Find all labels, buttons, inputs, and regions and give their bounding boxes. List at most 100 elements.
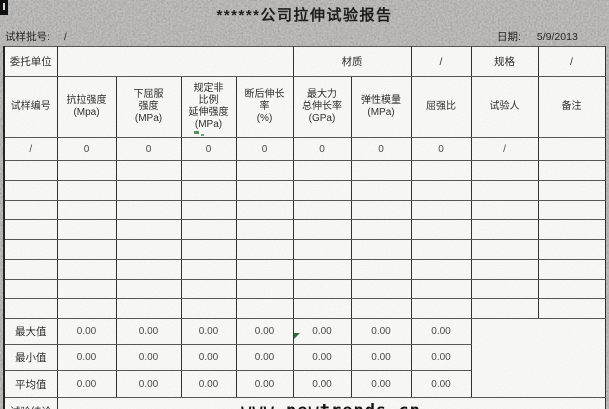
empty-row <box>3 278 606 300</box>
col-header-tester: 试验人 <box>470 76 539 138</box>
empty-cell <box>235 160 294 181</box>
data-cell: 0 <box>180 137 237 161</box>
stat-cell: 0.00 <box>235 318 294 345</box>
date-label: 日期: <box>497 31 521 43</box>
empty-cell <box>180 298 237 319</box>
batch-number-label: 试样批号: <box>5 31 50 43</box>
empty-cell <box>537 179 606 201</box>
batch-number-value: / <box>63 31 67 43</box>
empty-cell <box>56 199 117 221</box>
empty-cell <box>3 258 58 280</box>
empty-cell <box>180 219 237 240</box>
empty-cell <box>180 179 237 201</box>
empty-cell <box>3 298 58 319</box>
tensile-test-table: 委托单位 材质 / 规格 / 试样编号 抗拉强度 (Mpa) 下屈服 强度 (M… <box>3 46 606 409</box>
stat-cell: 0.00 <box>235 370 294 398</box>
green-speck-artifact <box>194 131 199 134</box>
empty-cell <box>410 199 472 221</box>
empty-cell <box>56 239 117 260</box>
empty-cell <box>115 199 182 221</box>
watermark-text: www.newtrends.cn <box>56 397 606 409</box>
scan-corner-artifact <box>0 0 8 15</box>
stat-cell: 0.00 <box>235 344 294 371</box>
report-title: ******公司拉伸试验报告 <box>216 7 393 24</box>
empty-row <box>3 298 606 319</box>
col-header-remark: 备注 <box>537 76 606 138</box>
empty-cell <box>292 298 352 319</box>
empty-row <box>3 160 606 181</box>
batch-number-line: 试样批号: / <box>5 29 67 44</box>
stat-row-max: 最大值 0.00 0.00 0.00 0.00 0.00 0.00 0.00 <box>3 318 606 398</box>
stat-label-max: 最大值 <box>3 318 58 345</box>
col-header-total-elongation: 最大力 总伸长率 (GPa) <box>292 76 352 138</box>
data-cell: 0 <box>235 137 294 161</box>
empty-cell <box>3 199 58 221</box>
column-header-row: 试样编号 抗拉强度 (Mpa) 下屈服 强度 (MPa) 规定非 比例 延伸强度… <box>3 76 606 138</box>
stat-cell: 0.00 <box>292 344 352 371</box>
material-value: / <box>410 46 472 77</box>
stat-label-min: 最小值 <box>3 344 58 371</box>
col-header-elongation: 断后伸长 率 (%) <box>235 76 294 138</box>
empty-cell <box>115 239 182 260</box>
empty-cell <box>350 258 412 280</box>
empty-row <box>3 179 606 201</box>
empty-cell <box>350 239 412 260</box>
empty-cell <box>180 239 237 260</box>
col-header-tensile-strength: 抗拉强度 (Mpa) <box>56 76 117 138</box>
empty-cell <box>115 179 182 201</box>
stat-cell: 0.00 <box>292 370 352 398</box>
empty-cell <box>235 199 294 221</box>
empty-cell <box>180 160 237 181</box>
stat-cell: 0.00 <box>410 318 472 345</box>
empty-cell <box>470 298 539 319</box>
stat-cell: 0.00 <box>180 344 237 371</box>
col-header-elastic-modulus: 弹性模量 (MPa) <box>350 76 412 138</box>
empty-cell <box>537 239 606 260</box>
stat-cell: 0.00 <box>115 318 182 345</box>
empty-cell <box>470 258 539 280</box>
empty-cell <box>235 219 294 240</box>
empty-row <box>3 199 606 221</box>
empty-cell <box>537 278 606 300</box>
empty-cell <box>292 258 352 280</box>
info-row: 委托单位 材质 / 规格 / <box>3 46 606 77</box>
stat-cell: 0.00 <box>350 318 412 345</box>
empty-cell <box>56 278 117 300</box>
empty-cell <box>350 160 412 181</box>
material-label: 材质 <box>292 46 412 77</box>
stat-cell: 0.00 <box>350 370 412 398</box>
empty-cell <box>410 219 472 240</box>
empty-cell <box>470 239 539 260</box>
empty-cell <box>470 219 539 240</box>
empty-cell <box>410 298 472 319</box>
empty-cell <box>3 179 58 201</box>
col-header-sample-id: 试样编号 <box>3 76 58 138</box>
empty-cell <box>180 199 237 221</box>
empty-cell <box>350 278 412 300</box>
empty-cell <box>292 160 352 181</box>
empty-cell <box>292 219 352 240</box>
empty-cell <box>235 179 294 201</box>
data-cell: 0 <box>56 137 117 161</box>
empty-cell <box>292 179 352 201</box>
col-header-proof-strength: 规定非 比例 延伸强度 (MPa) <box>180 76 237 138</box>
green-speck-artifact <box>201 134 204 136</box>
empty-cell <box>115 160 182 181</box>
data-cell: 0 <box>115 137 182 161</box>
stat-cell: 0.00 <box>115 370 182 398</box>
empty-cell <box>3 219 58 240</box>
empty-cell <box>56 219 117 240</box>
data-row-1: / 0 0 0 0 0 0 0 / <box>3 137 606 161</box>
stat-cell: 0.00 <box>115 344 182 371</box>
data-cell: 0 <box>292 137 352 161</box>
empty-cell <box>537 160 606 181</box>
stat-cell: 0.00 <box>56 318 117 345</box>
empty-cell <box>410 179 472 201</box>
empty-cell <box>56 160 117 181</box>
data-cell: / <box>3 137 58 161</box>
empty-cell <box>537 298 606 319</box>
empty-cell <box>470 199 539 221</box>
stat-cell: 0.00 <box>410 370 472 398</box>
empty-cell <box>235 278 294 300</box>
empty-cell <box>410 160 472 181</box>
